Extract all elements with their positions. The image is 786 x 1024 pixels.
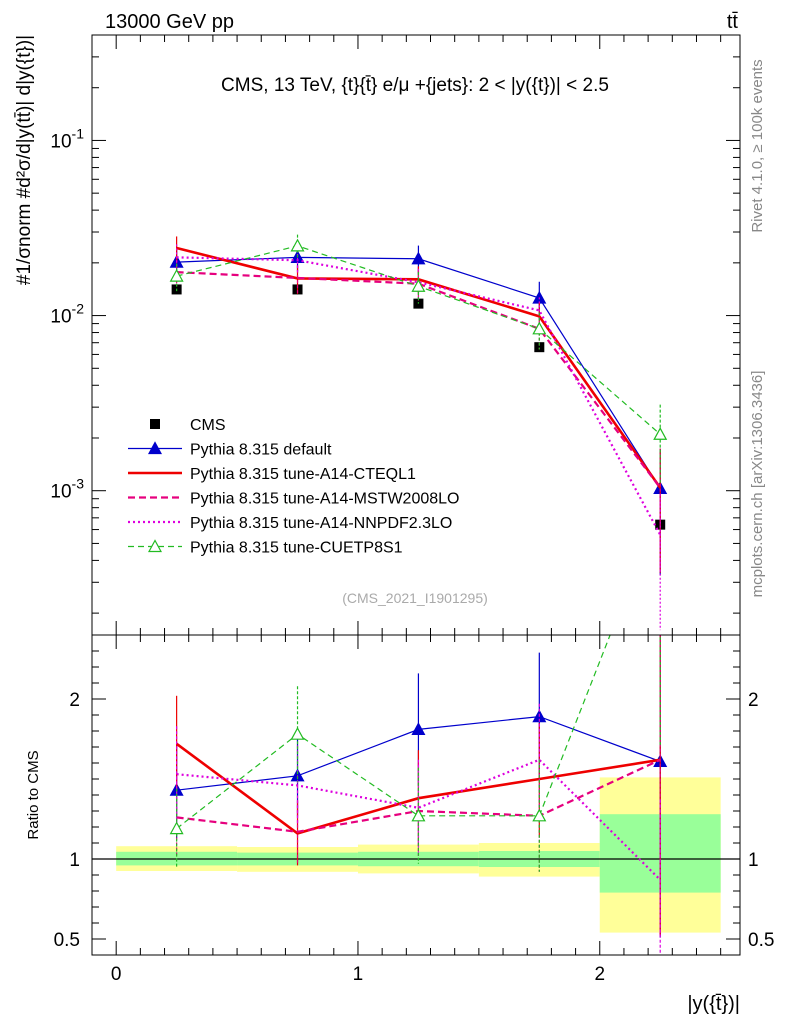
side-label-top: Rivet 4.1.0, ≥ 100k events	[749, 59, 766, 232]
ratio-frame	[91, 634, 741, 956]
side-label-bottom: mcplots.cern.ch [arXiv:1306.3436]	[749, 371, 766, 598]
ratio-y-tick-label-right: 0.5	[748, 930, 774, 951]
data-point	[411, 251, 426, 265]
ratio-y-tick-label: 2	[69, 690, 80, 711]
header-left: 13000 GeV pp	[105, 11, 234, 33]
legend: CMS Pythia 8.315 default Pythia 8.315 tune…	[128, 417, 459, 557]
x-tick-label: 0	[111, 964, 122, 985]
legend-item: CMS	[150, 417, 226, 434]
ratio-data-point	[411, 808, 426, 822]
ratio-data-point	[290, 726, 305, 740]
ratio-data-point	[532, 808, 547, 822]
legend-label: Pythia 8.315 tune-CUETP8S1	[190, 540, 403, 557]
ratio-ylabel: Ratio to CMS	[25, 750, 42, 839]
legend-item: Pythia 8.315 default	[128, 441, 332, 459]
main-ylabel: #1/σnorm #d²σ/d|y(tt̄)| d|y({t})|	[14, 35, 35, 285]
header-right: tt̄	[727, 11, 739, 33]
data-point	[411, 279, 426, 292]
main-title: CMS, 13 TeV, {t}{t̄} e/μ +{jets}: 2 < |y…	[221, 75, 609, 96]
legend-label: Pythia 8.315 default	[190, 442, 332, 459]
ratio-data-point	[411, 722, 426, 736]
x-tick-label: 2	[594, 964, 605, 985]
data-point	[290, 238, 305, 252]
ratio-y-tick-label-right: 1	[748, 850, 759, 871]
legend-item: Pythia 8.315 tune-A14-CTEQL1	[128, 466, 416, 483]
legend-marker	[147, 539, 163, 553]
series-line	[176, 256, 662, 536]
ratio-data-point	[169, 821, 184, 835]
watermark: (CMS_2021_I1901295)	[342, 590, 488, 606]
main-panel: 10-1 10-2 10-3 CMS, 13 TeV, {t}{t̄} e/μ +{…	[50, 34, 741, 636]
legend-item: Pythia 8.315 tune-CUETP8S1	[128, 539, 403, 557]
data-point	[169, 268, 184, 282]
ratio-y-tick-label: 1	[69, 850, 80, 871]
x-tick-label: 1	[353, 964, 364, 985]
main-y-tick-label: 10-3	[50, 476, 84, 503]
legend-marker	[147, 441, 163, 455]
data-point	[532, 321, 547, 335]
cms-data-point	[534, 342, 545, 353]
ratio-panel: 0.5 0.5 1 1 2 2 0 1 2	[54, 634, 774, 985]
data-point	[653, 427, 668, 440]
legend-item: Pythia 8.315 tune-A14-NNPDF2.3LO	[128, 515, 452, 532]
ratio-series-line	[176, 758, 661, 881]
x-axis-label: |y({t̄})|	[687, 993, 740, 1015]
legend-label: CMS	[190, 417, 226, 434]
main-y-tick-label: 10-1	[50, 125, 84, 152]
legend-swatch	[150, 419, 160, 429]
main-series-5	[169, 234, 668, 484]
main-y-tick-label: 10-2	[50, 301, 84, 328]
ratio-y-tick-label: 0.5	[54, 930, 80, 951]
ratio-y-tick-label-right: 2	[748, 690, 759, 711]
ratio-series-4	[169, 635, 661, 872]
legend-item: Pythia 8.315 tune-A14-MSTW2008LO	[128, 491, 459, 508]
legend-label: Pythia 8.315 tune-A14-CTEQL1	[190, 466, 416, 483]
legend-label: Pythia 8.315 tune-A14-NNPDF2.3LO	[190, 515, 452, 532]
ratio-series-line	[176, 635, 611, 830]
legend-label: Pythia 8.315 tune-A14-MSTW2008LO	[190, 491, 459, 508]
